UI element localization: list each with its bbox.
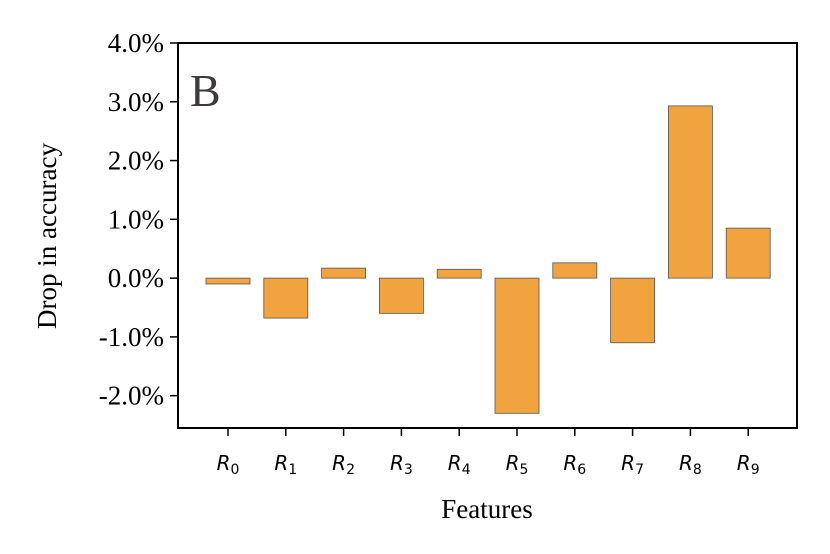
plot-frame: [177, 42, 798, 429]
x-tick-label: R2: [332, 451, 355, 478]
bar-2: [321, 267, 367, 279]
x-tick-label: R4: [448, 451, 471, 478]
bar-4: [436, 268, 482, 279]
y-tick-label: 1.0%: [108, 204, 164, 234]
bar-8: [668, 105, 713, 279]
bar-0: [205, 277, 251, 285]
y-ticks-group: -2.0% -1.0% 0.0% 1.0% 2.0% 3.0% 4.0%: [99, 28, 178, 411]
y-tick-label: 0.0%: [108, 263, 164, 293]
x-tick-label: R8: [679, 451, 702, 478]
x-ticks-group: R0 R1 R2 R3 R4 R5 R6 R7 R8 R9: [217, 428, 760, 478]
x-tick-label: R6: [563, 451, 586, 478]
y-axis-label: Drop in accuracy: [32, 143, 62, 329]
bar-1: [263, 277, 309, 319]
panel-label: B: [190, 65, 221, 116]
y-tick-label: 4.0%: [108, 28, 164, 58]
x-tick-label: R0: [217, 451, 240, 478]
bar-3: [378, 277, 424, 314]
bar-9: [725, 227, 771, 279]
x-tick-label: R1: [274, 451, 297, 478]
x-tick-label: R7: [621, 451, 644, 478]
y-tick-label: -1.0%: [99, 322, 164, 352]
x-axis-label: Features: [441, 494, 532, 524]
x-tick-label: R9: [737, 451, 760, 478]
bar-7: [610, 277, 655, 344]
x-tick-label: R5: [506, 451, 529, 478]
y-tick-label: 2.0%: [108, 146, 164, 176]
y-tick-label: 3.0%: [108, 87, 164, 117]
bar-5: [494, 277, 540, 414]
y-tick-label: -2.0%: [99, 381, 164, 411]
bar-6: [552, 262, 598, 279]
bars-group: [205, 105, 771, 414]
x-tick-label: R3: [390, 451, 413, 478]
